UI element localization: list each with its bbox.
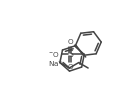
Text: O: O — [68, 64, 73, 70]
Text: S: S — [68, 50, 73, 59]
Text: O: O — [68, 39, 73, 45]
Text: Na$^{+}$: Na$^{+}$ — [48, 58, 64, 68]
Text: $^{-}$O: $^{-}$O — [48, 50, 60, 59]
